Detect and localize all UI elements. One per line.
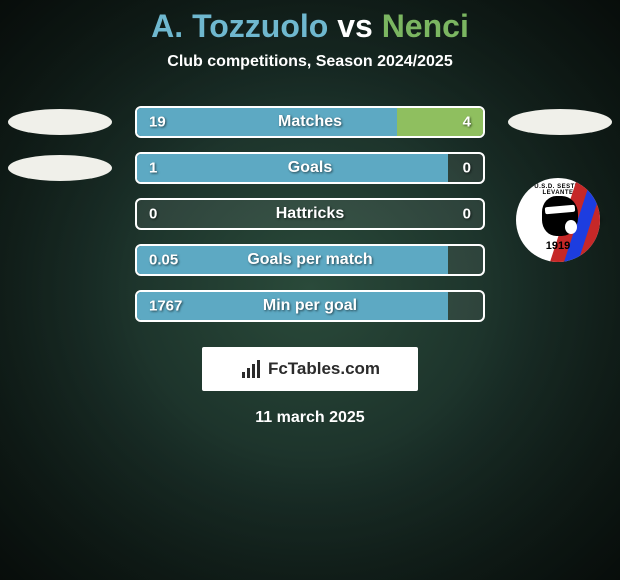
stat-row: 194Matches bbox=[0, 99, 620, 145]
title-player1: A. Tozzuolo bbox=[151, 8, 328, 44]
crest-year: 1919 bbox=[520, 240, 596, 252]
player2-marker bbox=[508, 109, 612, 135]
player1-marker bbox=[8, 109, 112, 135]
player1-marker bbox=[8, 155, 112, 181]
stat-bar: 00Hattricks bbox=[135, 198, 485, 230]
subtitle: Club competitions, Season 2024/2025 bbox=[0, 53, 620, 71]
title-player2: Nenci bbox=[382, 8, 469, 44]
club-crest: U.S.D. SESTRI LEVANTE 1919 bbox=[516, 178, 600, 262]
stat-bar: 1767Min per goal bbox=[135, 290, 485, 322]
title-vs: vs bbox=[328, 8, 381, 44]
page-title: A. Tozzuolo vs Nenci bbox=[0, 8, 620, 45]
stat-row: 1767Min per goal bbox=[0, 283, 620, 329]
date-label: 11 march 2025 bbox=[0, 409, 620, 427]
stat-label: Hattricks bbox=[137, 205, 483, 223]
brand-text: FcTables.com bbox=[268, 359, 380, 379]
stat-bar: 10Goals bbox=[135, 152, 485, 184]
stat-bar: 0.05Goals per match bbox=[135, 244, 485, 276]
crest-inner: U.S.D. SESTRI LEVANTE 1919 bbox=[520, 182, 596, 258]
brand-badge[interactable]: FcTables.com bbox=[202, 347, 418, 391]
stat-label: Goals per match bbox=[137, 251, 483, 269]
bar-chart-icon bbox=[240, 360, 262, 378]
stat-label: Min per goal bbox=[137, 297, 483, 315]
crest-earring bbox=[565, 220, 577, 234]
stat-label: Goals bbox=[137, 159, 483, 177]
stat-bar: 194Matches bbox=[135, 106, 485, 138]
stat-label: Matches bbox=[137, 113, 483, 131]
